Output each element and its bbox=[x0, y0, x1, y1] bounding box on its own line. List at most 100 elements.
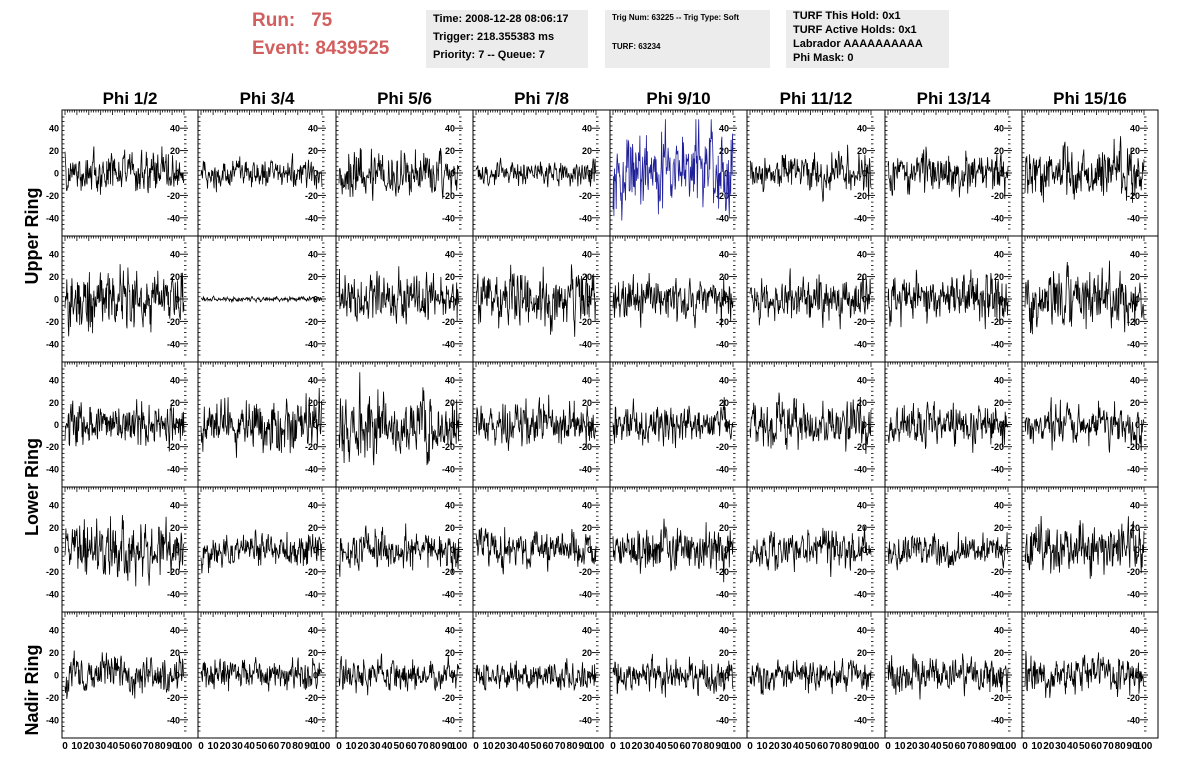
x-tick-label: 70 bbox=[1103, 741, 1115, 752]
y-tick-label: 40 bbox=[994, 626, 1004, 636]
x-tick-label: 30 bbox=[506, 741, 518, 752]
y-tick-label-left: -40 bbox=[46, 464, 59, 474]
y-tick-label: 0 bbox=[450, 295, 455, 305]
y-tick-label: 40 bbox=[308, 501, 318, 511]
x-tick-label: 100 bbox=[451, 741, 468, 752]
y-tick-label: -40 bbox=[579, 213, 592, 223]
x-tick-label: 70 bbox=[829, 741, 841, 752]
y-tick-label: 0 bbox=[450, 545, 455, 555]
y-tick-label: 40 bbox=[170, 376, 180, 386]
x-tick-label: 80 bbox=[429, 741, 441, 752]
x-tick-label: 10 bbox=[894, 741, 906, 752]
y-tick-label: 0 bbox=[175, 671, 180, 681]
waveform bbox=[64, 399, 185, 452]
x-tick-label: 50 bbox=[942, 741, 954, 752]
waveform bbox=[475, 264, 597, 337]
waveform bbox=[64, 264, 185, 337]
waveform bbox=[749, 144, 872, 203]
column-header: Phi 15/16 bbox=[1053, 89, 1127, 108]
y-tick-label-left: 0 bbox=[54, 671, 59, 681]
x-tick-label: 80 bbox=[155, 741, 167, 752]
y-tick-label-left: -40 bbox=[46, 213, 59, 223]
y-tick-label: -20 bbox=[991, 442, 1004, 452]
column-header: Phi 5/6 bbox=[377, 89, 432, 108]
y-tick-label: -40 bbox=[716, 464, 729, 474]
x-tick-label: 100 bbox=[863, 741, 880, 752]
y-tick-label: -40 bbox=[442, 213, 455, 223]
x-tick-label: 60 bbox=[1091, 741, 1103, 752]
y-tick-label: 20 bbox=[308, 523, 318, 533]
y-tick-label: -20 bbox=[579, 317, 592, 327]
y-tick-label: -40 bbox=[167, 464, 180, 474]
y-tick-label: -20 bbox=[167, 693, 180, 703]
y-tick-label: -20 bbox=[442, 693, 455, 703]
y-tick-label: 40 bbox=[582, 376, 592, 386]
y-tick-label: 20 bbox=[308, 146, 318, 156]
y-tick-label: -40 bbox=[579, 715, 592, 725]
x-tick-label: 0 bbox=[198, 741, 204, 752]
x-tick-label: 80 bbox=[292, 741, 304, 752]
y-tick-label: -20 bbox=[1127, 693, 1140, 703]
y-tick-label: -40 bbox=[167, 339, 180, 349]
turf-active-text: TURF Active Holds: 0x1 bbox=[793, 24, 917, 36]
y-tick-label: 0 bbox=[313, 420, 318, 430]
y-tick-label: 0 bbox=[313, 169, 318, 179]
y-tick-label: -40 bbox=[991, 589, 1004, 599]
y-tick-label: -40 bbox=[442, 589, 455, 599]
waveform bbox=[475, 658, 597, 692]
waveform bbox=[338, 147, 460, 201]
waveform bbox=[338, 523, 460, 577]
waveform bbox=[64, 650, 185, 700]
turf-hold-text: TURF This Hold: 0x1 bbox=[793, 10, 901, 22]
y-tick-label: -40 bbox=[442, 715, 455, 725]
x-tick-label: 60 bbox=[817, 741, 829, 752]
x-tick-label: 20 bbox=[631, 741, 643, 752]
x-tick-label: 0 bbox=[610, 741, 616, 752]
waveform bbox=[612, 397, 734, 449]
x-tick-label: 60 bbox=[679, 741, 691, 752]
y-tick-label: -20 bbox=[1127, 317, 1140, 327]
y-tick-label: -20 bbox=[579, 191, 592, 201]
y-tick-label: 20 bbox=[582, 398, 592, 408]
waveform bbox=[887, 401, 1009, 453]
y-tick-label: -20 bbox=[442, 567, 455, 577]
x-tick-label: 100 bbox=[1000, 741, 1017, 752]
x-tick-label: 80 bbox=[1115, 741, 1127, 752]
x-tick-label: 100 bbox=[314, 741, 331, 752]
x-tick-label: 90 bbox=[578, 741, 590, 752]
x-tick-label: 10 bbox=[1031, 741, 1043, 752]
ring-label: Nadir Ring bbox=[22, 644, 42, 735]
y-tick-label-left: 20 bbox=[49, 648, 59, 658]
waveform bbox=[887, 532, 1009, 571]
x-tick-label: 20 bbox=[83, 741, 95, 752]
y-tick-label: -20 bbox=[854, 693, 867, 703]
x-tick-label: 70 bbox=[143, 741, 155, 752]
waveform bbox=[338, 266, 460, 325]
x-tick-label: 0 bbox=[336, 741, 342, 752]
y-tick-label: 40 bbox=[857, 626, 867, 636]
y-tick-label: -40 bbox=[579, 589, 592, 599]
y-tick-label: -20 bbox=[305, 567, 318, 577]
y-tick-label: 20 bbox=[170, 398, 180, 408]
y-tick-label: -20 bbox=[854, 442, 867, 452]
x-tick-label: 30 bbox=[643, 741, 655, 752]
waveform bbox=[475, 157, 597, 188]
x-tick-label: 0 bbox=[885, 741, 891, 752]
waveform bbox=[64, 146, 185, 195]
waveform bbox=[475, 527, 597, 575]
y-tick-label: 20 bbox=[582, 523, 592, 533]
y-tick-label-left: -20 bbox=[46, 191, 59, 201]
run-line: Run: 75 bbox=[252, 10, 332, 32]
y-tick-label-left: 0 bbox=[54, 420, 59, 430]
x-tick-label: 50 bbox=[393, 741, 405, 752]
trigger-info-panel: Trig Num: 63225 -- Trig Type: Soft TURF:… bbox=[605, 10, 770, 68]
y-tick-label: 40 bbox=[170, 124, 180, 134]
y-tick-label: -20 bbox=[991, 567, 1004, 577]
x-tick-label: 60 bbox=[268, 741, 280, 752]
phi-mask-text: Phi Mask: 0 bbox=[793, 52, 854, 64]
y-tick-label: 20 bbox=[170, 272, 180, 282]
y-tick-label: 0 bbox=[450, 169, 455, 179]
column-header: Phi 1/2 bbox=[103, 89, 158, 108]
y-tick-label: 20 bbox=[170, 523, 180, 533]
y-tick-label: -40 bbox=[716, 339, 729, 349]
